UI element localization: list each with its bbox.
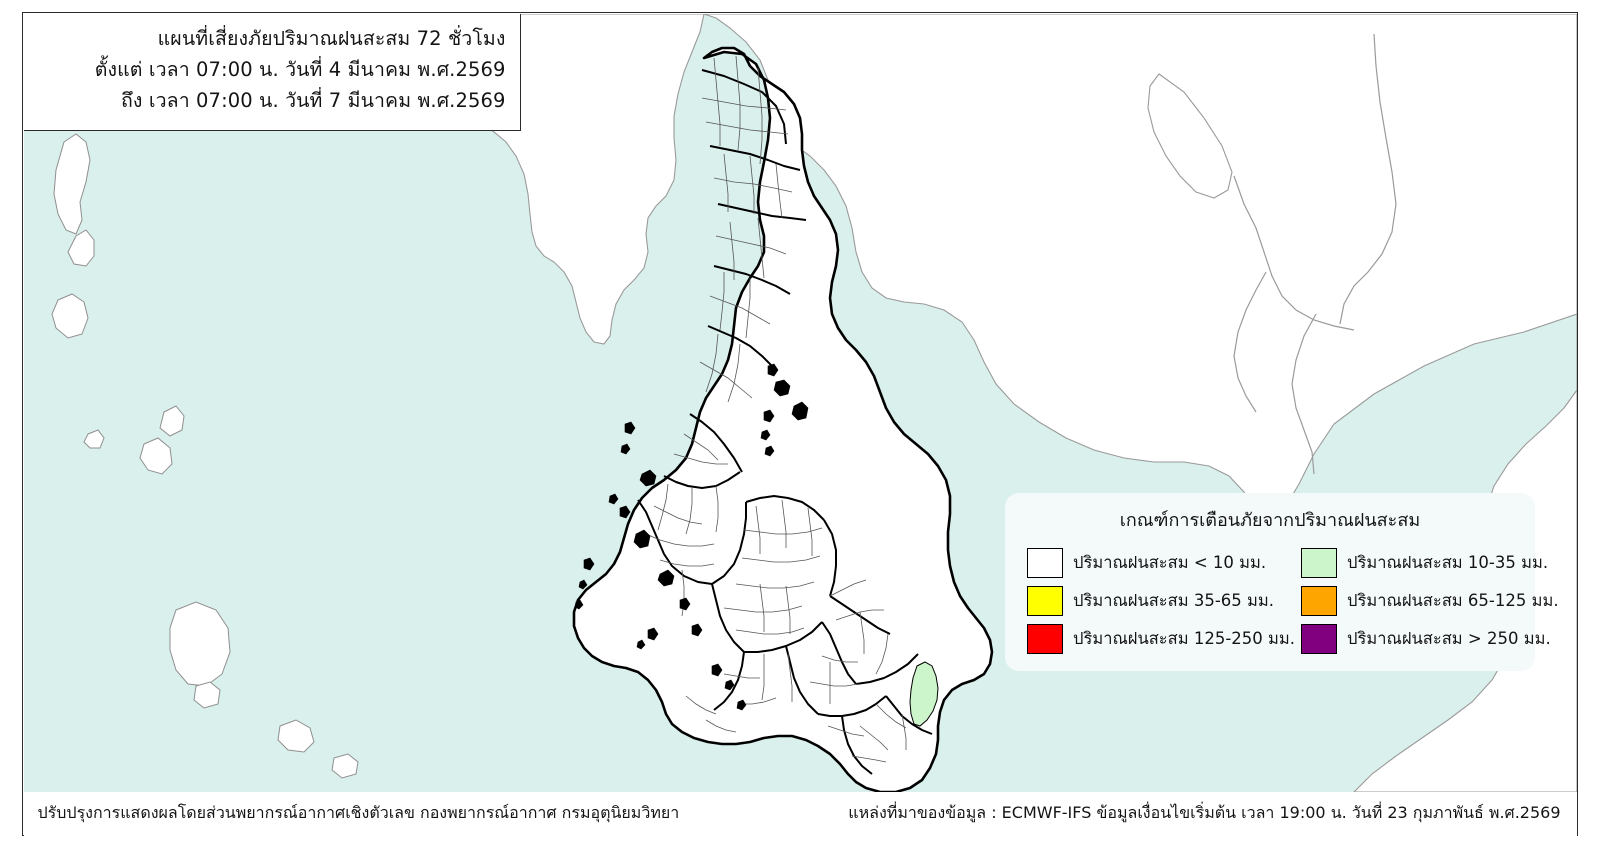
legend-item: ปริมาณฝนสะสม 35-65 มม.	[1027, 582, 1295, 620]
legend-label-10-35: ปริมาณฝนสะสม 10-35 มม.	[1347, 553, 1549, 572]
legend-title: เกณฑ์การเตือนภัยจากปริมาณฝนสะสม	[1119, 510, 1421, 531]
legend-label-125-250: ปริมาณฝนสะสม 125-250 มม.	[1073, 629, 1296, 648]
legend-swatch-10-35	[1301, 548, 1338, 578]
map-canvas: .land { fill:#ffffff; stroke:#9a9a9a; st…	[23, 13, 1577, 792]
title-line-3: ถึง เวลา 07:00 น. วันที่ 7 มีนาคม พ.ศ.25…	[121, 88, 506, 112]
title-card: แผนที่เสี่ยงภัยปริมาณฝนสะสม 72 ชั่วโมง ต…	[23, 13, 521, 131]
rain-region-10-35mm	[908, 660, 939, 727]
thailand-outline-group	[572, 46, 993, 792]
map-svg: .land { fill:#ffffff; stroke:#9a9a9a; st…	[50, 13, 1577, 792]
legend-label-35-65: ปริมาณฝนสะสม 35-65 มม.	[1073, 591, 1275, 610]
legend-grid: ปริมาณฝนสะสม < 10 มม. ปริมาณฝนสะสม 10-35…	[1005, 544, 1559, 658]
legend-item: ปริมาณฝนสะสม > 250 มม.	[1301, 620, 1559, 658]
footer-credit-left: ปรับปรุงการแสดงผลโดยส่วนพยากรณ์อากาศเชิง…	[37, 803, 680, 822]
legend-label-lt10: ปริมาณฝนสะสม < 10 มม.	[1073, 553, 1267, 572]
legend-panel: เกณฑ์การเตือนภัยจากปริมาณฝนสะสม ปริมาณฝน…	[1005, 493, 1559, 671]
legend-item: ปริมาณฝนสะสม 65-125 มม.	[1301, 582, 1559, 620]
footer-source-right: แหล่งที่มาของข้อมูล : ECMWF-IFS ข้อมูลเง…	[848, 803, 1561, 822]
andaman-islands-group	[50, 132, 359, 779]
title-line-1: แผนที่เสี่ยงภัยปริมาณฝนสะสม 72 ชั่วโมง	[157, 26, 506, 50]
small-islands-group	[574, 363, 808, 710]
legend-label-gt250: ปริมาณฝนสะสม > 250 มม.	[1347, 629, 1551, 648]
legend-swatch-125-250	[1027, 624, 1063, 654]
legend-item: ปริมาณฝนสะสม < 10 มม.	[1027, 544, 1295, 582]
highlight-region-group	[908, 660, 939, 727]
legend-swatch-35-65	[1027, 586, 1063, 616]
legend-label-65-125: ปริมาณฝนสะสม 65-125 มม.	[1347, 591, 1559, 610]
legend-item: ปริมาณฝนสะสม 125-250 มม.	[1027, 620, 1295, 658]
legend-swatch-65-125	[1301, 586, 1338, 616]
title-line-2: ตั้งแต่ เวลา 07:00 น. วันที่ 4 มีนาคม พ.…	[94, 57, 506, 81]
foreign-landmass-group	[462, 13, 1577, 515]
district-border-group	[645, 55, 906, 762]
legend-swatch-gt250	[1301, 624, 1338, 654]
footer-bar: ปรับปรุงการแสดงผลโดยส่วนพยากรณ์อากาศเชิง…	[23, 791, 1577, 836]
legend-swatch-lt10	[1027, 548, 1063, 578]
province-border-group	[636, 68, 932, 775]
legend-item: ปริมาณฝนสะสม 10-35 มม.	[1301, 544, 1559, 582]
